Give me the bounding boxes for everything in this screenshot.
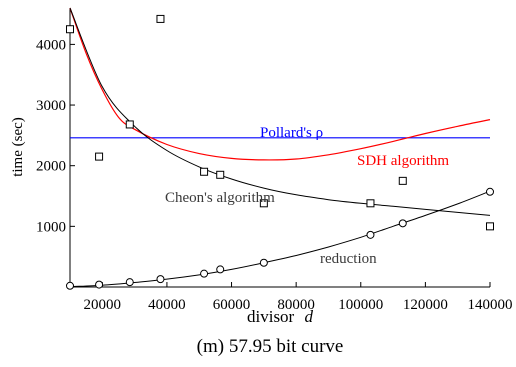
x-axis-label: divisor d bbox=[247, 307, 313, 326]
axes-layer: 20000 40000 60000 80000 100000 120000 140000 10… bbox=[36, 8, 513, 313]
cheon-point bbox=[125, 120, 134, 129]
reduction-fit-curve bbox=[69, 190, 491, 288]
labels-layer: Pollard's ρ SDH algorithm Cheon's algori… bbox=[10, 117, 449, 357]
y-tick-label: 1000 bbox=[36, 219, 66, 235]
reduction-point bbox=[95, 280, 104, 289]
x-tick-label: 20000 bbox=[84, 297, 122, 313]
cheon-point bbox=[486, 222, 494, 231]
y-tick-label: 3000 bbox=[36, 98, 66, 114]
reduction-point bbox=[66, 281, 74, 290]
x-axis-label-var: d bbox=[304, 307, 313, 326]
sdh-label: SDH algorithm bbox=[357, 153, 449, 169]
x-tick-label: 100000 bbox=[338, 297, 383, 313]
x-tick-label: 80000 bbox=[277, 297, 315, 313]
reduction-point bbox=[259, 258, 268, 267]
y-axis-label: time (sec) bbox=[10, 117, 26, 177]
cheon-label: Cheon's algorithm bbox=[165, 190, 275, 206]
chart-caption: (m) 57.95 bit curve bbox=[197, 336, 344, 357]
reduction-point bbox=[156, 275, 165, 284]
y-tick-label: 4000 bbox=[36, 37, 66, 53]
points-layer bbox=[66, 14, 494, 290]
cheon-point bbox=[366, 199, 375, 208]
x-tick-label: 140000 bbox=[468, 297, 513, 313]
reduction-point bbox=[125, 278, 134, 287]
x-axis-label-text: divisor bbox=[247, 307, 295, 326]
cheon-point bbox=[398, 176, 407, 185]
y-tick-label: 2000 bbox=[36, 159, 66, 175]
reduction-point bbox=[398, 219, 407, 228]
reduction-point bbox=[366, 230, 375, 239]
cheon-point bbox=[200, 167, 209, 176]
pollard-label: Pollard's ρ bbox=[260, 125, 323, 141]
x-tick-label: 60000 bbox=[213, 297, 251, 313]
x-tick-label: 40000 bbox=[148, 297, 186, 313]
reduction-point bbox=[216, 265, 225, 274]
x-tick-label: 120000 bbox=[403, 297, 448, 313]
cheon-point bbox=[156, 14, 165, 23]
cheon-point bbox=[95, 152, 104, 161]
cheon-point bbox=[66, 25, 74, 34]
reduction-label: reduction bbox=[320, 251, 377, 267]
curves-layer bbox=[69, 7, 491, 288]
cheon-fit-curve bbox=[69, 7, 491, 216]
sdh-curve bbox=[69, 7, 491, 161]
reduction-point bbox=[200, 269, 209, 278]
reduction-point bbox=[486, 187, 494, 196]
cheon-point bbox=[216, 170, 225, 179]
cheon-point bbox=[259, 199, 268, 208]
